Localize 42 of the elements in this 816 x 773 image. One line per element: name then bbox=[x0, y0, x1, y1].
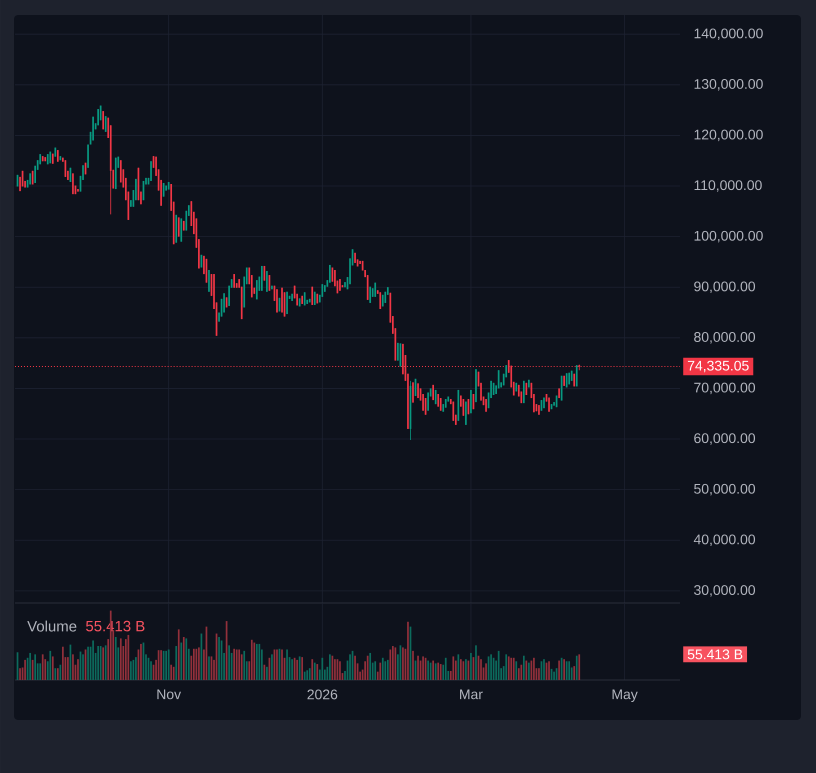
candlestick bbox=[87, 144, 89, 168]
y-tick-label: 50,000.00 bbox=[694, 484, 756, 496]
candlestick bbox=[465, 401, 467, 426]
candlestick bbox=[52, 153, 54, 164]
x-tick-label: Nov bbox=[157, 690, 182, 700]
y-tick-label: 140,000.00 bbox=[694, 28, 763, 40]
candlestick bbox=[339, 278, 341, 292]
candlestick bbox=[485, 398, 487, 412]
x-tick-label: Mar bbox=[460, 690, 483, 700]
candlestick bbox=[570, 370, 573, 382]
candlestick bbox=[150, 160, 152, 182]
candlestick bbox=[104, 116, 107, 132]
text: Volume bbox=[27, 620, 76, 632]
candlestick bbox=[70, 167, 72, 182]
y-tick-label: 100,000.00 bbox=[694, 230, 763, 242]
x-tick-label: May bbox=[612, 690, 638, 702]
candlestick bbox=[266, 270, 268, 292]
y-tick-label: 80,000.00 bbox=[694, 332, 756, 344]
candlestick bbox=[548, 397, 550, 412]
candlestick bbox=[566, 372, 568, 388]
y-tick-label: 130,000.00 bbox=[694, 79, 763, 91]
y-tick-label: 70,000.00 bbox=[694, 382, 756, 394]
candlestick bbox=[424, 398, 426, 416]
candlestick bbox=[208, 270, 210, 292]
y-tick-label: 120,000.00 bbox=[694, 130, 763, 142]
y-tick-label: 30,000.00 bbox=[694, 585, 756, 597]
candlestick bbox=[468, 398, 470, 415]
text: 55.413 B bbox=[688, 649, 742, 660]
y-tick-label: 110,000.00 bbox=[694, 180, 762, 192]
ref-line-label: 74,335.05 bbox=[688, 360, 749, 372]
y-tick-label: 60,000.00 bbox=[694, 433, 756, 445]
candlestick bbox=[84, 162, 86, 175]
candlestick bbox=[568, 372, 570, 385]
candlestick bbox=[276, 288, 278, 313]
y-tick-label: 90,000.00 bbox=[694, 281, 756, 293]
y-tick-label: 40,000.00 bbox=[694, 534, 756, 546]
candlestick bbox=[374, 282, 376, 298]
candlestick bbox=[92, 116, 94, 141]
x-tick-label: 2026 bbox=[308, 689, 338, 700]
candlestick bbox=[200, 254, 202, 268]
candlestick bbox=[46, 154, 49, 165]
candlestick bbox=[268, 274, 270, 292]
